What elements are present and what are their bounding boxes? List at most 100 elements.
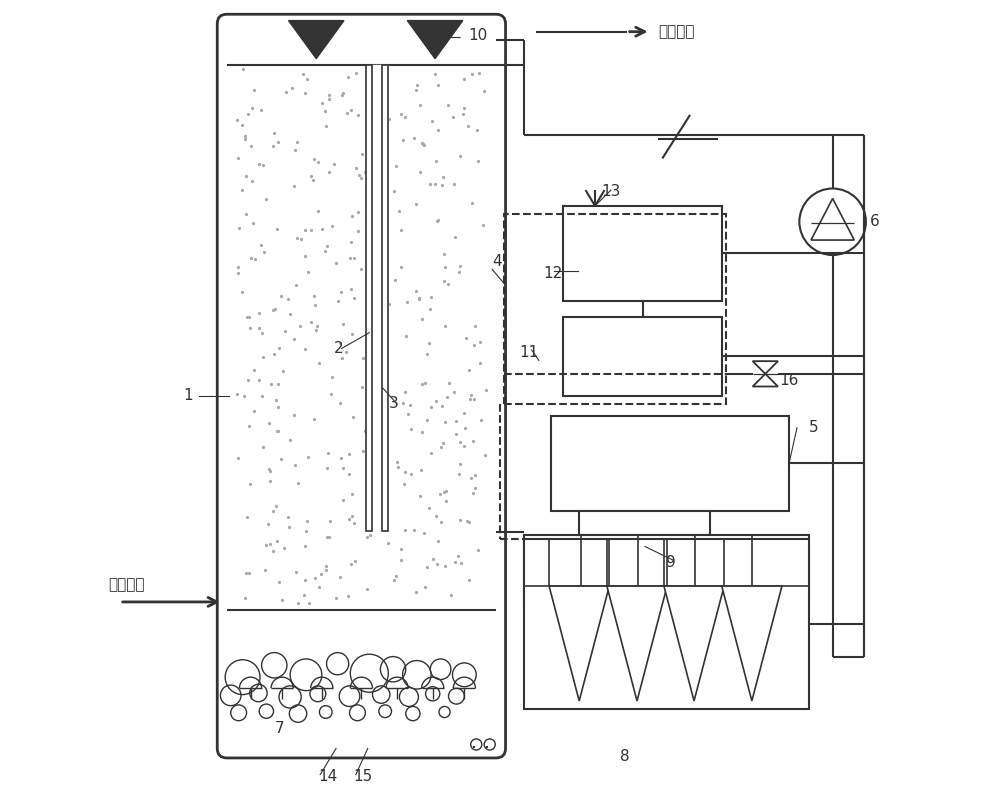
Point bbox=[254, 326, 270, 339]
Polygon shape bbox=[407, 21, 463, 59]
Point bbox=[439, 390, 455, 403]
Point bbox=[346, 252, 362, 265]
Point bbox=[386, 574, 402, 587]
Point bbox=[286, 409, 302, 422]
Point bbox=[255, 441, 271, 454]
Point bbox=[260, 517, 276, 530]
Point bbox=[245, 216, 261, 229]
Point bbox=[408, 83, 424, 96]
Point bbox=[265, 139, 281, 152]
Point bbox=[326, 158, 342, 171]
Point bbox=[270, 425, 286, 438]
Point bbox=[366, 272, 382, 285]
Point bbox=[417, 581, 433, 593]
Point bbox=[372, 246, 388, 259]
Point bbox=[460, 120, 476, 133]
Point bbox=[262, 474, 278, 487]
Bar bbox=[524, 535, 809, 606]
Point bbox=[397, 524, 413, 536]
Point bbox=[421, 337, 437, 349]
Point bbox=[359, 122, 375, 135]
Point bbox=[458, 331, 474, 344]
Bar bbox=[524, 539, 809, 709]
Point bbox=[397, 466, 413, 478]
Point bbox=[286, 180, 302, 192]
Point bbox=[246, 405, 262, 417]
Point bbox=[430, 535, 446, 547]
Point bbox=[247, 253, 263, 265]
Polygon shape bbox=[753, 361, 778, 374]
Point bbox=[299, 73, 315, 86]
Point bbox=[472, 356, 488, 369]
Point bbox=[423, 401, 439, 413]
Point bbox=[270, 135, 286, 148]
Point bbox=[414, 426, 430, 439]
Point bbox=[359, 409, 375, 421]
Point bbox=[467, 482, 483, 494]
Point bbox=[346, 291, 362, 304]
Point bbox=[255, 159, 271, 172]
Text: 烟气入口: 烟气入口 bbox=[108, 577, 144, 592]
Text: 11: 11 bbox=[520, 345, 539, 360]
Point bbox=[340, 70, 356, 83]
Point bbox=[319, 462, 335, 474]
Point bbox=[416, 139, 432, 151]
Point bbox=[427, 177, 443, 190]
Point bbox=[377, 342, 393, 355]
Point bbox=[455, 108, 471, 120]
Point bbox=[387, 274, 403, 287]
Point bbox=[446, 386, 462, 398]
Point bbox=[467, 320, 483, 333]
Point bbox=[258, 539, 274, 551]
Point bbox=[379, 354, 395, 367]
Point bbox=[335, 86, 351, 99]
Point bbox=[333, 285, 349, 298]
Point bbox=[341, 468, 357, 481]
Point bbox=[437, 560, 453, 573]
Point bbox=[412, 489, 428, 502]
Point bbox=[445, 111, 461, 124]
Point bbox=[280, 293, 296, 306]
Point bbox=[393, 108, 409, 120]
Point bbox=[443, 588, 459, 601]
Point bbox=[393, 554, 409, 566]
Point bbox=[476, 85, 492, 97]
Point bbox=[297, 223, 313, 236]
Point bbox=[438, 485, 454, 497]
Point bbox=[282, 434, 298, 447]
Point bbox=[343, 283, 359, 295]
Point bbox=[472, 336, 488, 348]
Point bbox=[453, 557, 469, 569]
Point bbox=[321, 93, 337, 105]
Polygon shape bbox=[289, 21, 344, 59]
Point bbox=[288, 565, 304, 578]
Point bbox=[314, 223, 330, 235]
Point bbox=[322, 515, 338, 527]
Point bbox=[379, 166, 395, 178]
Point bbox=[378, 83, 394, 96]
Point bbox=[411, 291, 427, 304]
Text: 9: 9 bbox=[666, 555, 676, 569]
Point bbox=[234, 183, 250, 196]
Point bbox=[270, 401, 286, 413]
Point bbox=[297, 342, 313, 355]
Text: 1: 1 bbox=[183, 389, 193, 403]
Point bbox=[266, 128, 282, 140]
Point bbox=[241, 310, 257, 323]
Point bbox=[235, 63, 251, 75]
Point bbox=[414, 378, 430, 390]
Point bbox=[276, 542, 292, 554]
Point bbox=[313, 568, 329, 581]
Point bbox=[270, 378, 286, 390]
Point bbox=[464, 196, 480, 209]
Point bbox=[317, 105, 333, 117]
Point bbox=[335, 318, 351, 331]
Point bbox=[308, 323, 324, 336]
Point bbox=[277, 325, 293, 337]
Point bbox=[430, 79, 446, 92]
Bar bbox=[563, 206, 722, 301]
Point bbox=[240, 374, 256, 386]
Point bbox=[314, 96, 330, 109]
Point bbox=[256, 246, 272, 258]
Point bbox=[240, 108, 256, 120]
